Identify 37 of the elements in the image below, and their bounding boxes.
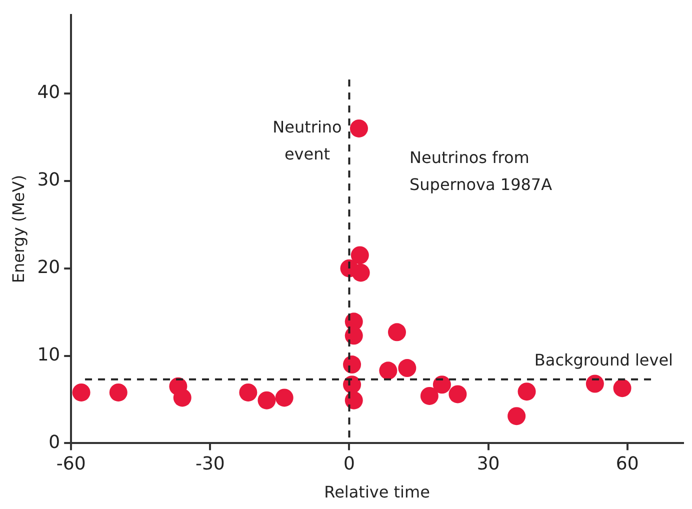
point xyxy=(350,119,368,138)
point xyxy=(518,382,536,401)
point xyxy=(344,391,363,410)
point xyxy=(109,383,128,402)
point xyxy=(343,356,362,374)
point xyxy=(239,383,258,402)
point xyxy=(398,359,416,378)
point xyxy=(448,385,467,404)
point xyxy=(508,407,526,426)
point xyxy=(275,388,294,407)
point xyxy=(420,386,438,405)
annotation: Neutrinos from Supernova 1987A xyxy=(410,148,552,194)
x-tick-label: 30 xyxy=(476,454,500,475)
point xyxy=(258,391,276,410)
x-axis-title: Relative time xyxy=(324,482,430,502)
y-tick-label: 0 xyxy=(48,432,60,453)
ref-line-label: Neutrino event xyxy=(272,118,342,164)
point xyxy=(350,246,369,264)
ref-line-label: Background level xyxy=(534,350,673,370)
x-tick-label: 0 xyxy=(344,454,355,475)
y-axis-title: Energy (MeV) xyxy=(8,174,28,284)
point xyxy=(352,264,370,282)
x-tick-label: -30 xyxy=(195,454,225,475)
y-tick-label: 10 xyxy=(37,344,60,366)
x-tick-label: 60 xyxy=(616,454,639,475)
y-tick-label: 40 xyxy=(37,82,60,104)
point xyxy=(613,379,632,398)
point xyxy=(72,383,90,402)
point xyxy=(344,326,363,345)
point xyxy=(388,323,406,342)
point xyxy=(586,374,604,393)
point xyxy=(432,376,451,394)
point xyxy=(173,388,192,407)
y-tick-label: 20 xyxy=(37,257,60,278)
point xyxy=(379,362,398,380)
y-tick-label: 30 xyxy=(37,170,60,191)
x-tick-label: -60 xyxy=(56,454,86,475)
